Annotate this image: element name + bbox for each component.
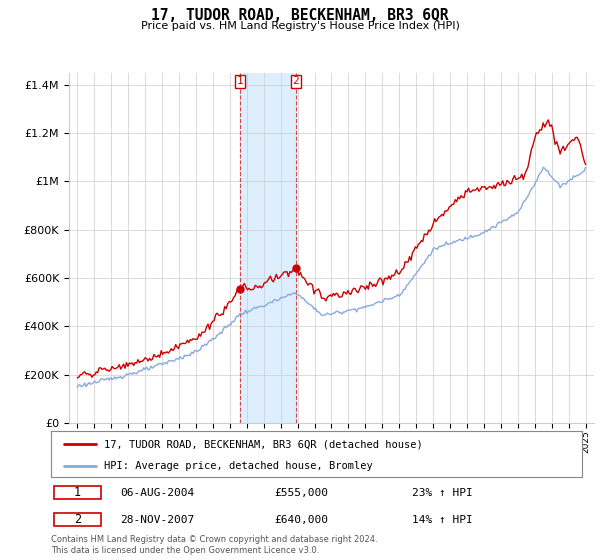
Text: 17, TUDOR ROAD, BECKENHAM, BR3 6QR (detached house): 17, TUDOR ROAD, BECKENHAM, BR3 6QR (deta… <box>104 439 423 449</box>
Text: 23% ↑ HPI: 23% ↑ HPI <box>412 488 473 498</box>
Text: 06-AUG-2004: 06-AUG-2004 <box>120 488 194 498</box>
Text: 28-NOV-2007: 28-NOV-2007 <box>120 515 194 525</box>
Text: 1: 1 <box>236 76 243 86</box>
Text: 14% ↑ HPI: 14% ↑ HPI <box>412 515 473 525</box>
FancyBboxPatch shape <box>53 513 101 526</box>
Text: 1: 1 <box>74 486 81 500</box>
Text: Contains HM Land Registry data © Crown copyright and database right 2024.
This d: Contains HM Land Registry data © Crown c… <box>51 535 377 555</box>
Text: 2: 2 <box>293 76 299 86</box>
FancyBboxPatch shape <box>53 486 101 500</box>
Text: £640,000: £640,000 <box>274 515 328 525</box>
Text: HPI: Average price, detached house, Bromley: HPI: Average price, detached house, Brom… <box>104 461 373 470</box>
Bar <box>240 73 296 423</box>
Text: £555,000: £555,000 <box>274 488 328 498</box>
Text: 17, TUDOR ROAD, BECKENHAM, BR3 6QR: 17, TUDOR ROAD, BECKENHAM, BR3 6QR <box>151 8 449 24</box>
Text: Price paid vs. HM Land Registry's House Price Index (HPI): Price paid vs. HM Land Registry's House … <box>140 21 460 31</box>
Text: 2: 2 <box>74 513 81 526</box>
